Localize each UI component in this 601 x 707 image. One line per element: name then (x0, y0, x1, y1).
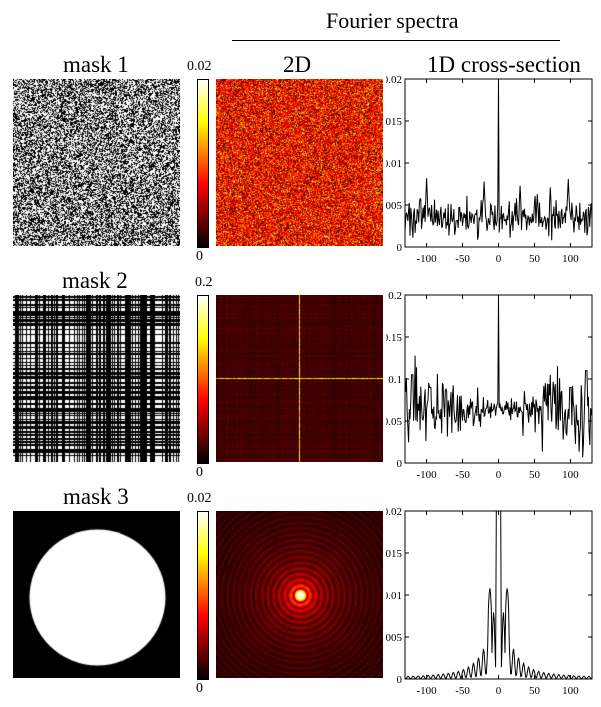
cross-section-plot-2: 0 0.05 0.1 0.15 0.2 -100 -50 0 50 100 (386, 290, 593, 481)
series-line (404, 294, 593, 458)
fourier-spectra-heading: Fourier spectra (326, 8, 459, 33)
colorbar-3-max: 0.02 (187, 491, 212, 506)
x-tick-label: -50 (455, 685, 470, 697)
series-line (404, 78, 593, 241)
x-tick-label: 50 (529, 469, 541, 481)
x-tick-label: 0 (496, 469, 502, 481)
y-tick-label: 0 (397, 242, 403, 254)
y-tick-label: 0.015 (386, 116, 403, 128)
y-tick-label: 0.005 (386, 632, 403, 644)
colorbar-3-min: 0 (196, 681, 203, 696)
colorbar-1-min: 0 (196, 249, 203, 264)
mask-1-label: mask 1 (63, 52, 129, 77)
col-1d-heading: 1D cross-section (427, 52, 581, 77)
y-tick-label: 0.005 (386, 200, 403, 212)
x-tick-label: -50 (455, 253, 470, 265)
spectrum-2d-1 (216, 79, 383, 246)
x-tick-label: -50 (455, 469, 470, 481)
x-tick-label: 0 (496, 253, 502, 265)
y-tick-label: 0.05 (386, 416, 403, 428)
y-tick-label: 0.015 (386, 548, 403, 560)
colorbar-2-min: 0 (196, 465, 203, 480)
y-tick-label: 0.02 (386, 506, 402, 518)
y-tick-label: 0.01 (386, 590, 402, 602)
plot-frame (404, 510, 593, 680)
colorbar-1-max: 0.02 (187, 59, 212, 74)
heading-rule (232, 40, 560, 41)
y-tick-label: 0 (397, 674, 403, 686)
y-tick-label: 0.15 (386, 332, 403, 344)
y-tick-label: 0.01 (386, 158, 402, 170)
colorbar-2 (197, 295, 209, 464)
x-tick-label: 50 (529, 253, 541, 265)
colorbar-1 (197, 79, 209, 248)
mask-1-image (13, 79, 180, 246)
y-tick-label: 0.02 (386, 74, 402, 86)
y-tick-label: 0.1 (388, 374, 402, 386)
mask-3-label: mask 3 (63, 484, 129, 509)
x-tick-label: 100 (562, 469, 579, 481)
x-tick-label: -100 (416, 685, 437, 697)
mask-2-image (13, 295, 180, 462)
y-tick-label: 0 (397, 458, 403, 470)
colorbar-3 (197, 511, 209, 680)
mask-3-image (13, 511, 180, 678)
x-tick-label: 100 (562, 253, 579, 265)
mask-2-label: mask 2 (62, 268, 128, 293)
spectrum-2d-3 (216, 511, 383, 678)
spectrum-2d-2 (216, 295, 383, 462)
x-tick-label: 50 (529, 685, 541, 697)
x-tick-label: -100 (416, 253, 437, 265)
cross-section-plot-1: 0 0.005 0.01 0.015 0.02 -100 -50 0 50 100 (386, 74, 593, 265)
colorbar-2-max: 0.2 (195, 275, 213, 290)
y-tick-label: 0.2 (388, 290, 402, 302)
series-line (404, 510, 593, 680)
x-tick-label: -100 (416, 469, 437, 481)
x-tick-label: 100 (562, 685, 579, 697)
x-tick-label: 0 (496, 685, 502, 697)
col-2d-heading: 2D (283, 52, 312, 77)
cross-section-plot-3: 0 0.005 0.01 0.015 0.02 -100 -50 0 50 100 (386, 506, 593, 697)
